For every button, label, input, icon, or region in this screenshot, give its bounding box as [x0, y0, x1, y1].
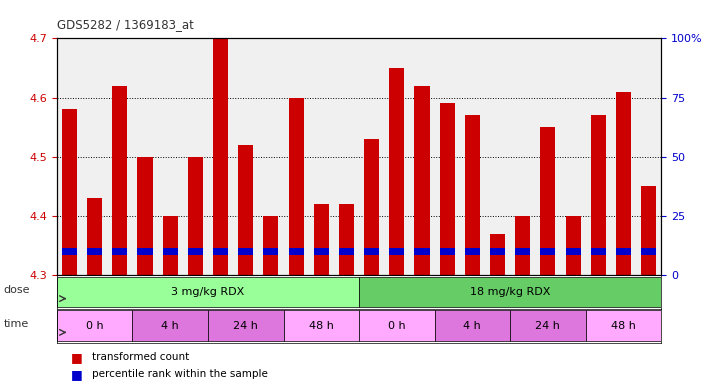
Text: 24 h: 24 h: [535, 321, 560, 331]
FancyBboxPatch shape: [586, 310, 661, 341]
FancyBboxPatch shape: [57, 310, 132, 341]
Bar: [565, 248, 581, 255]
Bar: [163, 216, 178, 275]
Bar: [238, 145, 253, 275]
Bar: [540, 127, 555, 275]
Bar: [641, 186, 656, 275]
Bar: [415, 248, 429, 255]
Bar: [389, 68, 405, 275]
Bar: [515, 216, 530, 275]
FancyBboxPatch shape: [132, 310, 208, 341]
Bar: [213, 38, 228, 275]
Bar: [137, 157, 153, 275]
Bar: [112, 248, 127, 255]
Text: 18 mg/kg RDX: 18 mg/kg RDX: [470, 287, 550, 297]
Bar: [591, 248, 606, 255]
Bar: [465, 115, 480, 275]
Text: 0 h: 0 h: [86, 321, 104, 331]
FancyBboxPatch shape: [510, 310, 586, 341]
Bar: [439, 103, 455, 275]
Bar: [339, 204, 354, 275]
FancyBboxPatch shape: [359, 276, 661, 307]
Text: transformed count: transformed count: [92, 352, 190, 362]
Bar: [591, 115, 606, 275]
Bar: [389, 248, 405, 255]
Bar: [490, 233, 505, 275]
Bar: [339, 248, 354, 255]
Bar: [439, 248, 455, 255]
FancyBboxPatch shape: [359, 310, 434, 341]
Bar: [188, 157, 203, 275]
Bar: [465, 248, 480, 255]
Bar: [289, 98, 304, 275]
Text: ■: ■: [71, 368, 83, 381]
Bar: [364, 139, 379, 275]
FancyBboxPatch shape: [57, 276, 359, 307]
Bar: [62, 109, 77, 275]
Bar: [188, 248, 203, 255]
Bar: [87, 248, 102, 255]
Text: 0 h: 0 h: [388, 321, 406, 331]
Bar: [490, 248, 505, 255]
Bar: [238, 248, 253, 255]
Text: percentile rank within the sample: percentile rank within the sample: [92, 369, 268, 379]
Bar: [641, 248, 656, 255]
Text: dose: dose: [4, 285, 30, 295]
Text: ■: ■: [71, 351, 83, 364]
Text: 48 h: 48 h: [611, 321, 636, 331]
Text: 4 h: 4 h: [161, 321, 179, 331]
Bar: [263, 216, 279, 275]
Bar: [112, 86, 127, 275]
Bar: [263, 248, 279, 255]
Bar: [616, 248, 631, 255]
Bar: [289, 248, 304, 255]
Bar: [213, 248, 228, 255]
Bar: [163, 248, 178, 255]
Bar: [515, 248, 530, 255]
FancyBboxPatch shape: [434, 310, 510, 341]
FancyBboxPatch shape: [208, 310, 284, 341]
Text: time: time: [4, 319, 29, 329]
Bar: [62, 248, 77, 255]
Bar: [616, 92, 631, 275]
Text: GDS5282 / 1369183_at: GDS5282 / 1369183_at: [57, 18, 194, 31]
Text: 24 h: 24 h: [233, 321, 258, 331]
Bar: [314, 248, 328, 255]
FancyBboxPatch shape: [284, 310, 359, 341]
Bar: [314, 204, 328, 275]
Bar: [540, 248, 555, 255]
Text: 48 h: 48 h: [309, 321, 333, 331]
Bar: [364, 248, 379, 255]
Text: 4 h: 4 h: [464, 321, 481, 331]
Bar: [137, 248, 153, 255]
Bar: [565, 216, 581, 275]
Bar: [415, 86, 429, 275]
Bar: [87, 198, 102, 275]
Text: 3 mg/kg RDX: 3 mg/kg RDX: [171, 287, 245, 297]
